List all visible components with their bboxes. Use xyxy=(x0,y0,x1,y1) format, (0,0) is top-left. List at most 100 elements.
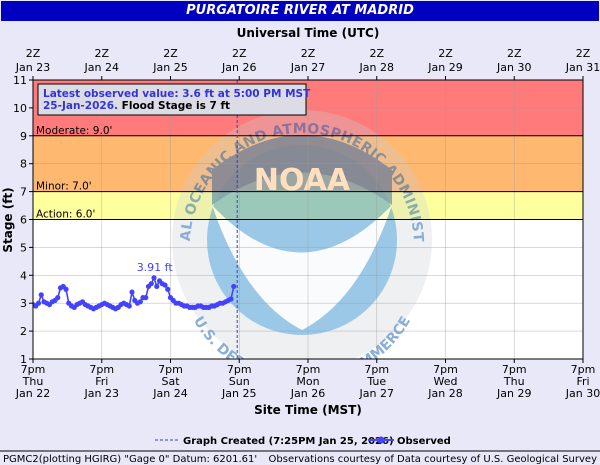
observed-point xyxy=(93,304,99,310)
observed-point xyxy=(33,303,39,309)
observed-point xyxy=(198,303,204,309)
observed-point xyxy=(57,285,64,291)
bottom-tick-date: Jan 25 xyxy=(221,387,256,400)
observed-point xyxy=(159,281,165,287)
observed-point xyxy=(203,304,209,310)
bottom-tick-day: Tue xyxy=(366,375,386,388)
observed-point xyxy=(192,304,198,310)
observed-point xyxy=(167,295,174,301)
observed-point xyxy=(96,303,102,309)
observed-point xyxy=(126,303,132,309)
observed-point xyxy=(118,301,124,308)
observed-point xyxy=(44,300,50,306)
flood-band-labels: Moderate: 9.0' Minor: 7.0' Action: 6.0' xyxy=(33,125,583,221)
observed-point xyxy=(115,304,121,310)
footer-datum: PGMC2(plotting HGIRG) "Gage 0" Datum: 62… xyxy=(3,454,257,465)
observed-point xyxy=(162,282,168,288)
flood-threshold-label: Action: 6.0' xyxy=(36,209,95,221)
observed-point xyxy=(170,297,176,304)
observed-point xyxy=(225,297,231,304)
observed-point xyxy=(173,300,179,306)
footer-bar xyxy=(0,451,600,465)
bottom-tick-day: Mon xyxy=(296,375,319,388)
bottom-tick-time: 7pm xyxy=(89,363,114,376)
top-tick-date: Jan 29 xyxy=(427,61,462,74)
observed-point xyxy=(60,283,66,290)
observed-point xyxy=(200,304,207,310)
bottom-tick-time: 7pm xyxy=(296,363,321,376)
flood-band-major xyxy=(33,80,583,136)
noaa-logo-inner xyxy=(207,145,397,335)
grid-lines xyxy=(32,79,584,360)
noaa-logo-watermark: NOAA NATIONAL OCEANIC AND ATMOSPHERIC AD… xyxy=(0,0,432,388)
observed-point xyxy=(52,297,58,304)
top-tick-date: Jan 24 xyxy=(84,61,119,74)
observed-point xyxy=(82,301,88,308)
y-tick-label: 1 xyxy=(20,353,27,366)
observed-point xyxy=(123,301,130,308)
observed-point xyxy=(220,300,226,306)
observed-point xyxy=(154,283,160,290)
top-tick-hour: 2Z xyxy=(232,47,247,60)
observed-point xyxy=(112,306,119,312)
noaa-logo-ring xyxy=(172,110,432,359)
observed-point xyxy=(137,299,143,305)
observed-point xyxy=(35,300,42,306)
observed-point xyxy=(211,303,218,309)
observed-point xyxy=(104,301,110,308)
y-axis-title: Stage (ft) xyxy=(1,187,15,252)
observed-point xyxy=(63,286,69,292)
observed-point xyxy=(209,303,215,309)
latest-value-box: Latest observed value: 3.6 ft at 5:00 PM… xyxy=(37,83,311,116)
top-tick-date: Jan 30 xyxy=(496,61,531,74)
bottom-tick-time: 7pm xyxy=(502,363,527,376)
bottom-tick-date: Jan 22 xyxy=(15,387,50,400)
noaa-ring-bottom-text: U.S. DEPARTMENT OF COMMERCE xyxy=(190,314,414,388)
flood-band-minor xyxy=(33,191,583,220)
y-tick-label: 5 xyxy=(20,241,27,254)
footer-credit: Observations courtesy of Data courtesy o… xyxy=(269,454,598,465)
bottom-tick-day: Sat xyxy=(161,375,180,388)
latest-value-line1: Latest observed value: 3.6 ft at 5:00 PM… xyxy=(43,88,311,100)
legend-observed-label: Observed xyxy=(397,436,451,447)
observed-point xyxy=(156,278,163,284)
flood-threshold-label: Moderate: 9.0' xyxy=(36,125,112,137)
latest-value-line2: 25-Jan-2026. Flood Stage is 7 ft xyxy=(43,100,230,112)
legend: Graph Created (7:25PM Jan 25, 2026) Obse… xyxy=(155,436,451,447)
observed-point xyxy=(107,303,113,309)
flood-stage-text: Flood Stage is 7 ft xyxy=(118,100,230,112)
observed-point xyxy=(222,299,229,305)
bottom-tick-time: 7pm xyxy=(227,363,252,376)
observed-point xyxy=(181,303,187,309)
top-tick-date: Jan 27 xyxy=(290,61,325,74)
bottom-tick-day: Fri xyxy=(576,375,589,388)
observed-point xyxy=(189,304,196,310)
bottom-tick-time: 7pm xyxy=(433,363,458,376)
bottom-tick-date: Jan 28 xyxy=(427,387,462,400)
top-tick-date: Jan 26 xyxy=(221,61,256,74)
observed-point xyxy=(101,300,108,306)
observed-point xyxy=(178,301,185,308)
top-tick-hour: 2Z xyxy=(369,47,384,60)
observed-point xyxy=(187,304,193,310)
bottom-tick-time: 7pm xyxy=(158,363,183,376)
bottom-tick-date: Jan 26 xyxy=(290,387,325,400)
noaa-ring-top-text: NATIONAL OCEANIC AND ATMOSPHERIC ADMINIS… xyxy=(0,0,426,243)
bottom-tick-date: Jan 30 xyxy=(565,387,600,400)
observed-point xyxy=(110,304,116,310)
latest-value-box-bg xyxy=(37,83,307,116)
bottom-axis-title: Site Time (MST) xyxy=(254,403,362,417)
top-tick-hour: 2Z xyxy=(301,47,316,60)
chart-title: PURGATOIRE RIVER AT MADRID xyxy=(1,1,599,21)
observed-point xyxy=(176,300,182,306)
y-tick-label: 2 xyxy=(20,325,27,338)
bottom-tick-date: Jan 23 xyxy=(84,387,119,400)
flood-threshold-label: Minor: 7.0' xyxy=(36,181,92,193)
top-tick-date: Jan 28 xyxy=(359,61,394,74)
observed-point xyxy=(74,301,80,308)
observed-point xyxy=(195,303,201,309)
observed-point xyxy=(132,297,138,304)
bottom-tick-time: 7pm xyxy=(21,363,46,376)
plot-area xyxy=(33,80,583,359)
